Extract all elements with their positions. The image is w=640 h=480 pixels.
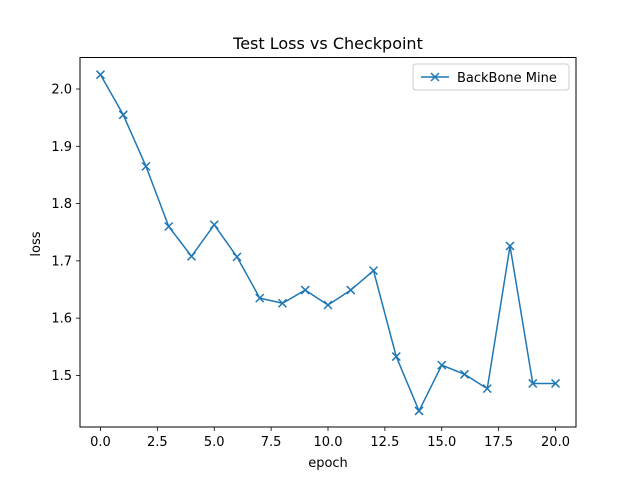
data-point-marker xyxy=(95,70,106,80)
data-point-marker xyxy=(209,220,219,230)
y-tick-label: 1.5 xyxy=(51,369,72,384)
chart-title: Test Loss vs Checkpoint xyxy=(232,34,423,53)
x-tick-label: 2.5 xyxy=(147,435,168,450)
plot-frame xyxy=(79,57,577,428)
x-tick-label: 10.0 xyxy=(314,435,343,450)
x-tick-label: 20.0 xyxy=(541,435,570,450)
plot-area: 0.0 2.5 5.0 7.5 10.0 12.5 15.0 17.5 20.0 1.5 1.6 1.… xyxy=(51,70,570,450)
data-point-marker xyxy=(459,369,470,379)
data-point-marker xyxy=(141,161,151,171)
legend-label: BackBone Mine xyxy=(457,71,557,86)
x-tick-label: 17.5 xyxy=(484,435,513,450)
y-tick-label: 1.8 xyxy=(51,197,72,212)
data-point-marker xyxy=(164,221,174,232)
x-tick-label: 0.0 xyxy=(90,435,111,450)
data-point-marker xyxy=(414,406,424,416)
data-point-marker xyxy=(186,251,197,261)
x-tick-label: 5.0 xyxy=(204,435,225,450)
data-point-marker xyxy=(118,110,128,120)
data-point-marker xyxy=(232,252,242,262)
y-tick-label: 1.7 xyxy=(51,254,72,269)
data-point-marker xyxy=(323,300,333,310)
data-point-marker xyxy=(346,285,356,295)
data-point-marker xyxy=(277,298,288,308)
x-tick-label: 7.5 xyxy=(261,435,282,450)
y-tick-label: 1.9 xyxy=(51,140,72,155)
data-point-marker xyxy=(528,378,538,388)
data-point-marker xyxy=(550,378,561,388)
y-tick-label: 2.0 xyxy=(51,83,72,98)
data-point-marker xyxy=(300,285,310,295)
legend: BackBone Mine xyxy=(412,63,570,91)
data-point-marker xyxy=(482,384,492,394)
legend-marker-swatch xyxy=(430,72,440,82)
x-axis-title: epoch xyxy=(308,456,348,471)
x-tick-label: 12.5 xyxy=(370,435,399,450)
legend-box xyxy=(412,63,570,91)
data-point-marker xyxy=(391,352,401,362)
data-point-marker xyxy=(437,360,447,370)
data-point-marker xyxy=(505,241,515,251)
data-point-marker xyxy=(368,266,379,276)
y-axis-title: loss xyxy=(29,231,44,256)
data-point-marker xyxy=(255,293,265,303)
y-tick-label: 1.6 xyxy=(51,312,72,327)
x-tick-label: 15.0 xyxy=(427,435,456,450)
